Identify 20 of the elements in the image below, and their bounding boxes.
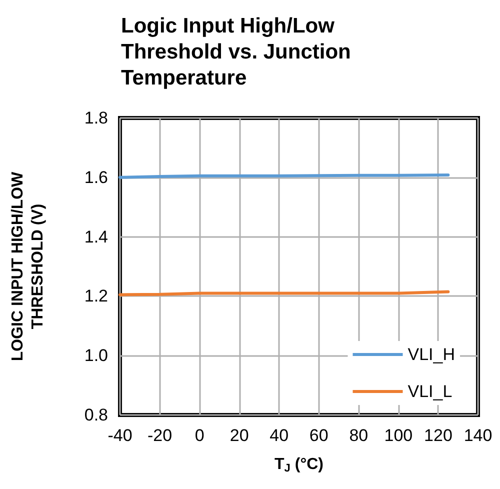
x-tick-label: -40 <box>108 426 132 445</box>
x-tick-label: 100 <box>384 426 413 445</box>
y-tick-label: 1.0 <box>84 346 108 366</box>
legend-label: VLI_L <box>408 382 452 401</box>
x-tick-label: 0 <box>194 426 204 445</box>
x-tick-label: 140 <box>464 426 492 445</box>
x-tick-label: 20 <box>230 426 249 445</box>
y-tick-label: 1.4 <box>84 227 108 246</box>
chart-title: Logic Input High/Low Threshold vs. Junction Temperature <box>121 14 357 90</box>
x-tick-label: 120 <box>424 426 452 445</box>
x-tick-label: 80 <box>349 426 368 445</box>
y-tick-label: 1.8 <box>84 108 108 128</box>
x-tick-label: 40 <box>270 426 289 445</box>
y-tick-label: 0.8 <box>84 406 108 424</box>
legend-label: VLI_H <box>408 345 455 364</box>
x-tick-label: 60 <box>309 426 328 445</box>
y-tick-label: 1.6 <box>84 168 108 187</box>
y-axis-title: LOGIC INPUT HIGH/LOW THRESHOLD (V) <box>10 170 46 362</box>
x-tick-label: -20 <box>147 426 172 445</box>
y-tick-label: 1.2 <box>84 286 108 306</box>
